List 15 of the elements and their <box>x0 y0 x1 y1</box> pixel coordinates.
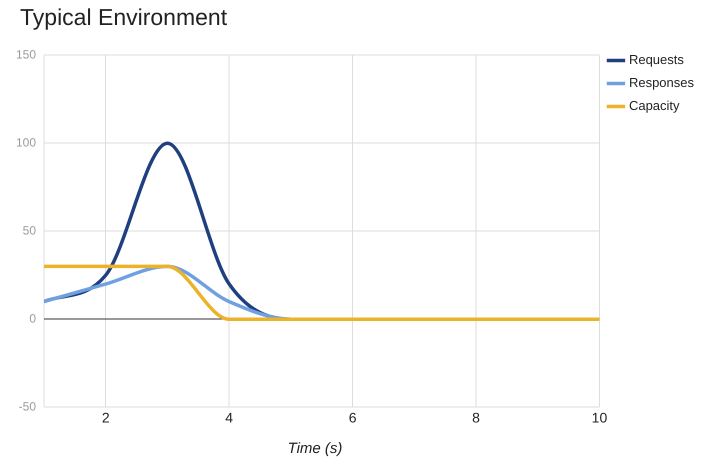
x-axis-title: Time (s) <box>286 440 344 457</box>
legend-label: Responses <box>628 75 694 90</box>
y-tick-label: 150 <box>16 48 36 62</box>
x-tick-label: 2 <box>102 409 110 426</box>
legend-label: Requests <box>628 52 684 68</box>
legend-label: Capacity <box>628 98 680 114</box>
x-tick-label: 4 <box>225 409 234 426</box>
y-tick-label: 50 <box>22 224 36 238</box>
x-tick-label: 6 <box>348 409 357 426</box>
y-tick-label: 100 <box>16 136 36 150</box>
x-tick-label: 10 <box>592 409 608 426</box>
x-tick-label: 8 <box>472 409 480 426</box>
y-tick-label: -50 <box>18 400 36 414</box>
chart-title: Typical Environment <box>20 4 228 31</box>
y-tick-label: 0 <box>29 312 36 326</box>
